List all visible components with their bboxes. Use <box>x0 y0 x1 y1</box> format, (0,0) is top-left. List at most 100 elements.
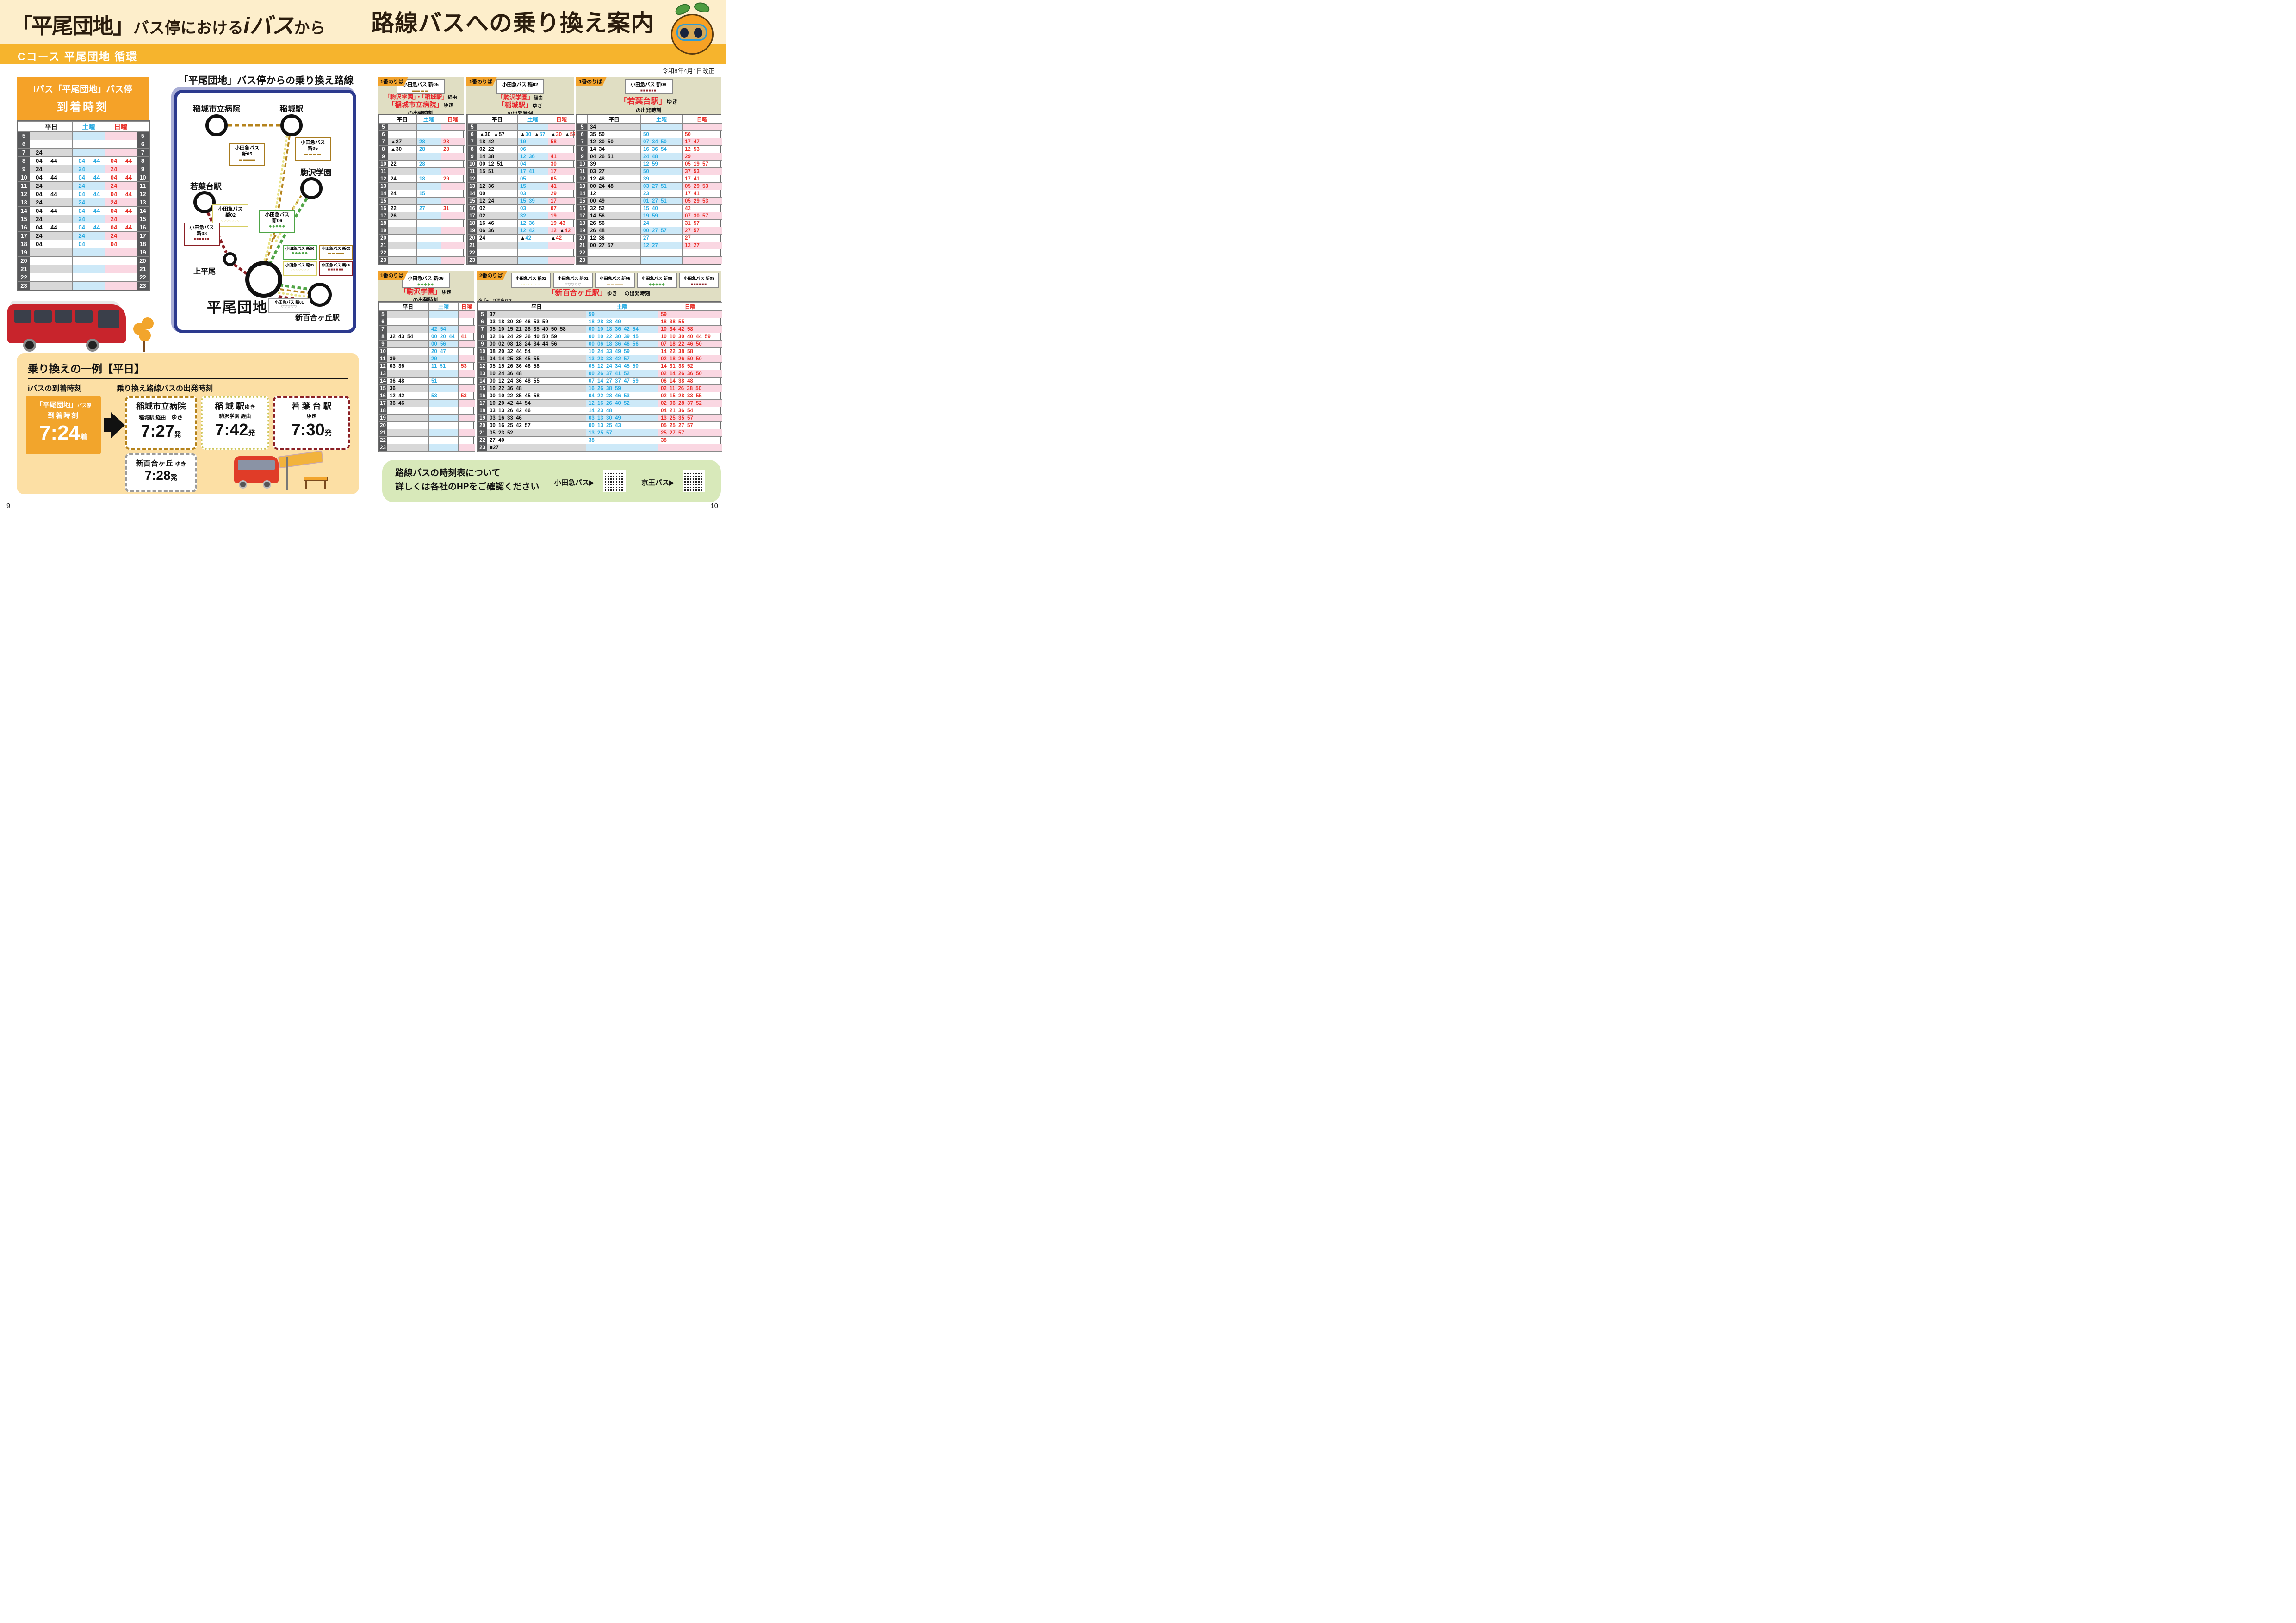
arrow-right-icon: ▶ <box>669 479 675 487</box>
time-cell: ▲30 ▲57 <box>517 130 548 138</box>
hour-cell: 14 <box>478 377 487 385</box>
time-cell <box>441 249 465 257</box>
saturday-header: 土曜 <box>416 115 441 124</box>
time-cell: 12 59 <box>640 160 683 168</box>
time-cell <box>388 197 417 205</box>
time-cell: 26 48 <box>587 227 641 235</box>
time-cell <box>517 242 548 249</box>
time-cell <box>388 167 417 175</box>
time-cell: 12 27 <box>640 242 683 249</box>
time-cell <box>517 249 548 257</box>
time-cell <box>387 318 429 326</box>
time-cell: 24 <box>72 215 105 223</box>
time-cell <box>640 256 683 264</box>
time-cell <box>388 219 417 227</box>
time-cell <box>548 249 575 257</box>
hour-cell: 5 <box>379 310 387 318</box>
hour-cell: 11 <box>136 181 149 190</box>
pattern-ina02-icon: ○○○○○○○ <box>521 282 540 287</box>
time-cell <box>387 370 429 378</box>
departure-label: 乗り換え路線バスの出発時刻 <box>117 385 213 393</box>
time-cell <box>458 399 475 407</box>
hour-cell: 7 <box>136 148 149 157</box>
footer-line1: 路線バスの時刻表について <box>395 468 501 478</box>
time-cell: 24 <box>30 181 73 190</box>
hour-cell: 23 <box>136 281 149 290</box>
time-cell <box>72 148 105 157</box>
time-cell: ▲30 <box>388 145 417 153</box>
platform-badge: 1番のりば <box>378 271 409 280</box>
route-badge-label: 小田急バス 新05 <box>403 82 439 87</box>
hour-cell: 16 <box>379 392 387 400</box>
pattern-ina02-icon: ○○○○○○○ <box>510 88 530 93</box>
time-cell <box>416 256 441 264</box>
time-cell: 00 10 22 35 45 58 <box>487 392 586 400</box>
time-cell: 24 <box>388 190 417 198</box>
time-cell: 41 <box>458 333 475 341</box>
time-cell: 14 34 <box>587 145 641 153</box>
arrow-icon <box>104 418 111 432</box>
corner-cell <box>577 115 588 124</box>
time-cell <box>682 123 722 131</box>
timetable3-wakabadai: 平日 土曜 日曜 5 34 6 35 50 50 50 7 12 30 50 07 34 50 17 4… <box>576 114 722 265</box>
time-cell <box>458 436 475 444</box>
time-cell <box>458 370 475 378</box>
hour-cell: 12 <box>17 190 31 198</box>
time-cell <box>428 310 459 318</box>
pattern-shin06-icon: ◆◆◆◆◆ <box>417 282 434 287</box>
time-cell <box>517 256 548 264</box>
time-cell: 41 <box>548 182 575 190</box>
hour-cell: 22 <box>478 436 487 444</box>
time-cell: 03 <box>517 204 548 212</box>
hour-cell: 5 <box>467 123 477 131</box>
time-cell: 29 <box>428 355 459 363</box>
time-cell <box>30 265 73 273</box>
station-label-komazawa: 駒沢学園 <box>300 168 332 177</box>
timetable1-header: 1番のりば 小田急バス 新05 ▬▬▬▬ 「駒沢学園」・「稲城駅」経由 「稲城市… <box>378 77 464 122</box>
time-cell: 03 <box>517 190 548 198</box>
hour-cell: 15 <box>467 197 477 205</box>
time-cell <box>548 242 575 249</box>
saturday-header: 土曜 <box>517 115 548 124</box>
time-cell: 36 46 <box>387 399 429 407</box>
hour-cell: 23 <box>577 256 588 264</box>
time-cell <box>72 273 105 282</box>
sunday-header: 日曜 <box>441 115 465 124</box>
time-cell: 53 <box>458 392 475 400</box>
time-cell <box>477 249 518 257</box>
time-cell <box>640 249 683 257</box>
weekday-header: 平日 <box>487 302 586 311</box>
time-cell <box>30 131 73 140</box>
time-cell: 02 <box>477 212 518 220</box>
hour-cell: 17 <box>577 212 588 220</box>
pattern-shin05-icon: ▬▬▬▬ <box>412 88 429 93</box>
time-cell: 00 10 22 30 39 45 <box>586 333 658 341</box>
time-cell: 13 25 35 57 <box>658 414 722 422</box>
hour-cell: 11 <box>467 167 477 175</box>
hour-cell: 21 <box>379 242 388 249</box>
hour-cell: 12 <box>136 190 149 198</box>
time-cell: 02 22 <box>477 145 518 153</box>
time-cell: 02 <box>477 204 518 212</box>
hour-cell: 20 <box>577 234 588 242</box>
arrow-icon <box>111 412 125 438</box>
hour-cell: 16 <box>379 204 388 212</box>
time-cell: 05 23 52 <box>487 429 586 437</box>
time-cell <box>458 421 475 429</box>
time-cell: 42 54 <box>428 325 459 333</box>
time-cell <box>388 242 417 249</box>
time-cell <box>388 234 417 242</box>
time-cell: 39 <box>587 160 641 168</box>
time-cell <box>441 219 465 227</box>
time-cell: 37 <box>487 310 586 318</box>
time-cell: 02 11 26 38 50 <box>658 384 722 392</box>
hour-cell: 15 <box>17 215 31 223</box>
time-cell: 19 59 <box>640 212 683 220</box>
time-cell <box>387 340 429 348</box>
hour-cell: 22 <box>577 249 588 257</box>
time-cell: 13 25 57 <box>586 429 658 437</box>
weekday-header: 平日 <box>388 115 417 124</box>
time-cell: 41 <box>548 153 575 161</box>
station-circle-inagi-station <box>280 114 303 136</box>
time-cell: 10 20 42 44 54 <box>487 399 586 407</box>
